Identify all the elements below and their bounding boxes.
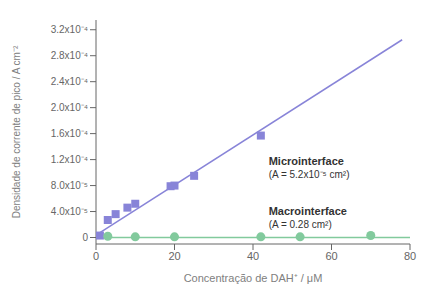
svg-text:4.0x10⁻⁵: 4.0x10⁻⁵	[51, 206, 88, 217]
svg-text:60: 60	[325, 250, 337, 262]
svg-text:Concentração de DAH⁺ / μM: Concentração de DAH⁺ / μM	[184, 272, 323, 284]
svg-text:2.4x10⁻⁴: 2.4x10⁻⁴	[51, 76, 88, 87]
svg-text:0: 0	[82, 232, 88, 243]
svg-text:1.2x10⁻⁴: 1.2x10⁻⁴	[51, 154, 88, 165]
svg-text:80: 80	[404, 250, 416, 262]
svg-text:Densidade de corrente de pico: Densidade de corrente de pico / A cm⁻²	[11, 45, 22, 218]
svg-text:2.8x10⁻⁴: 2.8x10⁻⁴	[51, 50, 88, 61]
svg-text:0: 0	[93, 250, 99, 262]
svg-text:Macrointerface: Macrointerface	[269, 205, 347, 217]
svg-text:1.6x10⁻⁴: 1.6x10⁻⁴	[51, 128, 88, 139]
svg-text:40: 40	[247, 250, 259, 262]
svg-text:2.0x10⁻⁴: 2.0x10⁻⁴	[51, 102, 88, 113]
svg-text:(A = 5.2x10⁻⁵ cm²): (A = 5.2x10⁻⁵ cm²)	[269, 169, 350, 180]
svg-text:3.2x10⁻⁴: 3.2x10⁻⁴	[51, 24, 88, 35]
svg-text:(A = 0.28 cm²): (A = 0.28 cm²)	[269, 219, 332, 230]
svg-text:20: 20	[168, 250, 180, 262]
svg-text:8.0x10⁻⁵: 8.0x10⁻⁵	[51, 180, 88, 191]
svg-text:Microinterface: Microinterface	[269, 155, 344, 167]
